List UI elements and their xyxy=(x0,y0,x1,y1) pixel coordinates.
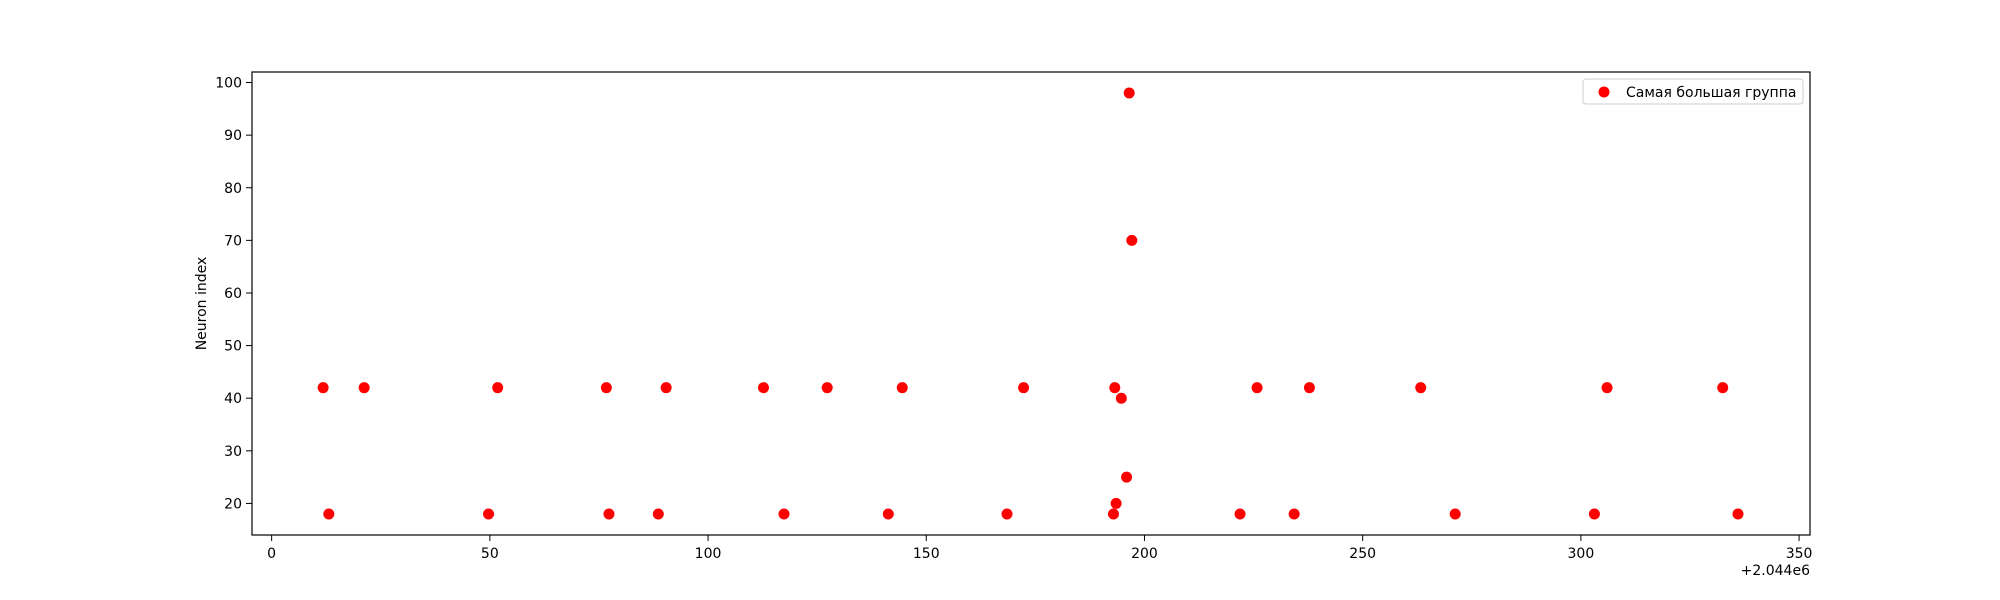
data-point xyxy=(1107,508,1119,520)
y-axis-label: Neuron index xyxy=(194,257,210,351)
legend-marker xyxy=(1598,86,1610,98)
plot-area-background xyxy=(252,72,1810,535)
data-point xyxy=(1234,508,1246,520)
data-point xyxy=(1251,382,1263,394)
x-tick-label: 200 xyxy=(1131,546,1158,562)
data-point xyxy=(1018,382,1030,394)
legend-frame xyxy=(1582,78,1804,105)
y-tick-label: 40 xyxy=(224,391,242,407)
data-point xyxy=(660,382,672,394)
y-tick-label: 30 xyxy=(224,444,242,460)
data-point xyxy=(492,382,504,394)
plot-area-frame xyxy=(251,71,1811,536)
data-point xyxy=(1121,471,1133,483)
data-point xyxy=(652,508,664,520)
data-point xyxy=(600,382,612,394)
y-tick-label: 60 xyxy=(224,286,242,302)
data-point xyxy=(882,508,894,520)
data-point xyxy=(778,508,790,520)
data-point xyxy=(1303,382,1315,394)
y-tick-label: 70 xyxy=(224,233,242,249)
x-axis-offset-label: +2.044e6 xyxy=(1741,563,1810,579)
data-point xyxy=(1123,87,1135,99)
x-tick-label: 150 xyxy=(913,546,940,562)
data-point xyxy=(1449,508,1461,520)
x-tick-label: 100 xyxy=(695,546,722,562)
y-tick-label: 20 xyxy=(224,496,242,512)
data-point xyxy=(317,382,329,394)
data-point xyxy=(1717,382,1729,394)
data-point xyxy=(358,382,370,394)
data-point xyxy=(896,382,908,394)
x-tick-label: 350 xyxy=(1786,546,1813,562)
data-point xyxy=(1001,508,1013,520)
data-point xyxy=(1126,234,1138,246)
data-point xyxy=(323,508,335,520)
y-axis-ticks: 20 30 40 50 60 70 80 90 100 xyxy=(215,76,252,512)
x-tick-label: 50 xyxy=(481,546,499,562)
y-tick-label: 80 xyxy=(224,181,242,197)
data-point xyxy=(1415,382,1427,394)
legend: Самая большая группа xyxy=(1582,78,1804,105)
data-point xyxy=(1588,508,1600,520)
y-tick-label: 50 xyxy=(224,339,242,355)
data-point xyxy=(1601,382,1613,394)
data-point xyxy=(1109,382,1121,394)
x-tick-label: 250 xyxy=(1349,546,1376,562)
data-point xyxy=(483,508,495,520)
data-point xyxy=(1288,508,1300,520)
data-point xyxy=(821,382,833,394)
data-point xyxy=(603,508,615,520)
y-tick-label: 100 xyxy=(215,76,242,92)
data-points-layer xyxy=(317,87,1744,520)
data-point xyxy=(1110,497,1122,509)
data-point xyxy=(757,382,769,394)
x-axis-ticks: 0 50 100 150 200 250 300 350 xyxy=(267,535,1812,562)
data-point xyxy=(1732,508,1744,520)
x-tick-label: 300 xyxy=(1568,546,1595,562)
y-tick-label: 90 xyxy=(224,128,242,144)
data-point xyxy=(1115,392,1127,404)
legend-label: Самая большая группа xyxy=(1626,85,1796,101)
x-tick-label: 0 xyxy=(267,546,276,562)
